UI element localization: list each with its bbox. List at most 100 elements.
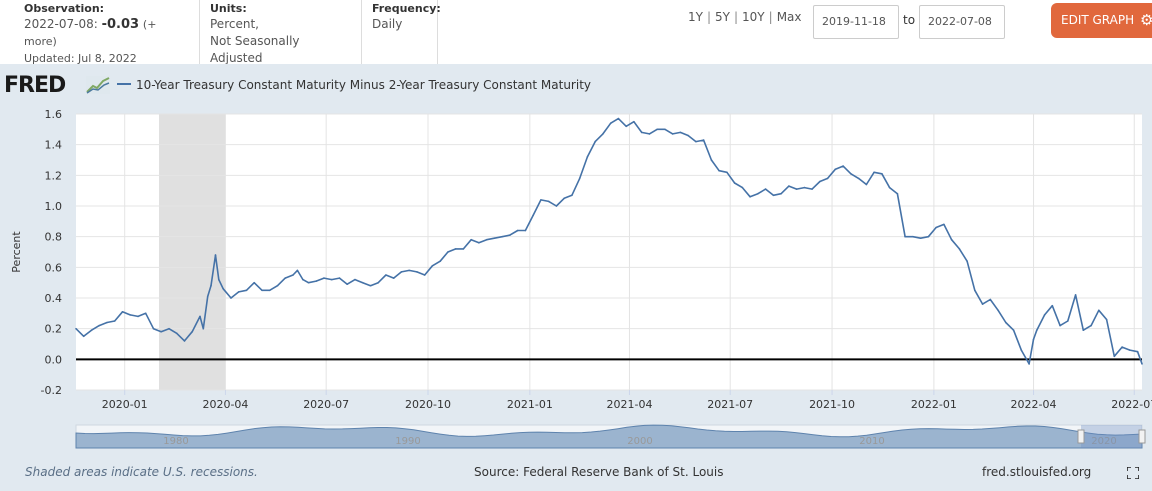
- data-point: [795, 188, 798, 190]
- y-tick-label: 0.8: [45, 231, 63, 244]
- data-point: [524, 229, 527, 232]
- data-point: [702, 139, 705, 141]
- data-point: [617, 117, 620, 120]
- data-point: [1121, 346, 1123, 348]
- data-point: [202, 327, 205, 330]
- data-point: [1074, 294, 1077, 296]
- data-point: [447, 251, 449, 253]
- fred-logo[interactable]: FRED: [4, 73, 112, 99]
- data-point: [749, 196, 751, 198]
- data-point: [904, 235, 906, 238]
- data-point: [764, 188, 767, 190]
- y-tick-label: 1.2: [45, 169, 63, 182]
- start-date-input[interactable]: 2019-11-18: [813, 5, 899, 39]
- range-10y-button[interactable]: 10Y: [742, 10, 765, 24]
- data-point: [106, 321, 108, 324]
- data-point: [726, 171, 728, 174]
- data-point: [144, 312, 147, 315]
- range-separator: |: [706, 10, 712, 24]
- data-point: [1067, 320, 1069, 322]
- data-point: [1059, 324, 1061, 327]
- range-separator: |: [768, 10, 773, 24]
- data-point: [323, 277, 325, 279]
- end-date-input[interactable]: 2022-07-08: [919, 5, 1005, 39]
- data-point: [772, 194, 775, 197]
- y-tick-label: 0.4: [45, 292, 63, 305]
- data-point: [206, 295, 209, 298]
- x-tick-label: 2022-01: [911, 398, 957, 411]
- data-point: [129, 314, 131, 316]
- x-tick-label: 2020-07: [303, 398, 349, 411]
- observation-more-link[interactable]: (+ more): [24, 18, 157, 48]
- data-point: [695, 140, 697, 143]
- data-point: [137, 315, 139, 318]
- data-point: [400, 271, 403, 273]
- data-point: [997, 309, 999, 312]
- data-point: [330, 278, 333, 281]
- range-1y-button[interactable]: 1Y: [688, 10, 703, 24]
- data-point: [927, 235, 930, 238]
- plot-area: [76, 114, 1142, 390]
- range-5y-button[interactable]: 5Y: [715, 10, 730, 24]
- data-point: [1043, 314, 1046, 316]
- observation-date: 2022-07-08:: [24, 17, 98, 31]
- data-point: [392, 277, 395, 279]
- observation-box: Observation: 2022-07-08: -0.03 (+ more) …: [14, 0, 200, 65]
- data-point: [625, 125, 627, 128]
- x-tick-label: 2021-10: [809, 398, 855, 411]
- data-point: [857, 177, 860, 180]
- data-point: [602, 133, 604, 135]
- data-point: [981, 303, 984, 305]
- data-point: [547, 200, 550, 203]
- recession-shade: [159, 114, 226, 390]
- data-point: [168, 327, 170, 330]
- data-point: [687, 134, 689, 137]
- fred-logo-graph-icon: [86, 76, 110, 94]
- x-tick-label: 2021-07: [707, 398, 753, 411]
- data-point: [75, 327, 77, 330]
- data-point: [757, 192, 759, 195]
- data-point: [1005, 321, 1007, 324]
- navigator-left-handle[interactable]: [1077, 429, 1085, 444]
- data-point: [865, 183, 868, 186]
- chart-panel: FRED 10-Year Treasury Constant Maturity …: [0, 64, 1152, 491]
- data-point: [516, 229, 519, 232]
- data-point: [199, 315, 201, 318]
- data-point: [912, 235, 914, 238]
- observation-label: Observation:: [24, 2, 105, 15]
- fred-url[interactable]: fred.stlouisfed.org: [982, 465, 1092, 479]
- data-point: [1036, 329, 1038, 332]
- data-point: [888, 186, 891, 189]
- data-point: [578, 177, 581, 180]
- data-point: [214, 254, 217, 256]
- data-point: [210, 284, 212, 287]
- fullscreen-icon[interactable]: [1127, 467, 1139, 479]
- data-point: [950, 238, 953, 241]
- data-point: [1141, 363, 1143, 365]
- data-point: [369, 284, 372, 287]
- edit-graph-button[interactable]: EDIT GRAPH ⚙: [1051, 3, 1152, 38]
- observation-value-line: 2022-07-08: -0.03 (+ more): [24, 16, 189, 50]
- data-point: [292, 274, 294, 276]
- navigator-right-handle[interactable]: [1138, 429, 1146, 444]
- x-tick-label: 2021-04: [606, 398, 652, 411]
- data-point: [656, 128, 658, 131]
- data-point: [416, 271, 418, 273]
- data-point: [315, 280, 318, 282]
- data-point: [873, 171, 875, 174]
- data-point: [237, 291, 240, 293]
- x-tick-label: 2020-01: [102, 398, 148, 411]
- data-point: [532, 214, 534, 216]
- data-point: [594, 140, 596, 143]
- data-point: [664, 128, 666, 131]
- data-point: [1032, 338, 1035, 341]
- data-point: [183, 340, 186, 342]
- data-point: [470, 238, 473, 241]
- data-point: [609, 122, 612, 124]
- data-point: [307, 281, 310, 284]
- range-separator: |: [733, 10, 739, 24]
- data-point: [935, 226, 937, 229]
- data-point: [1129, 349, 1131, 351]
- x-tick-label: 2022-07: [1111, 398, 1152, 411]
- range-max-button[interactable]: Max: [776, 10, 802, 24]
